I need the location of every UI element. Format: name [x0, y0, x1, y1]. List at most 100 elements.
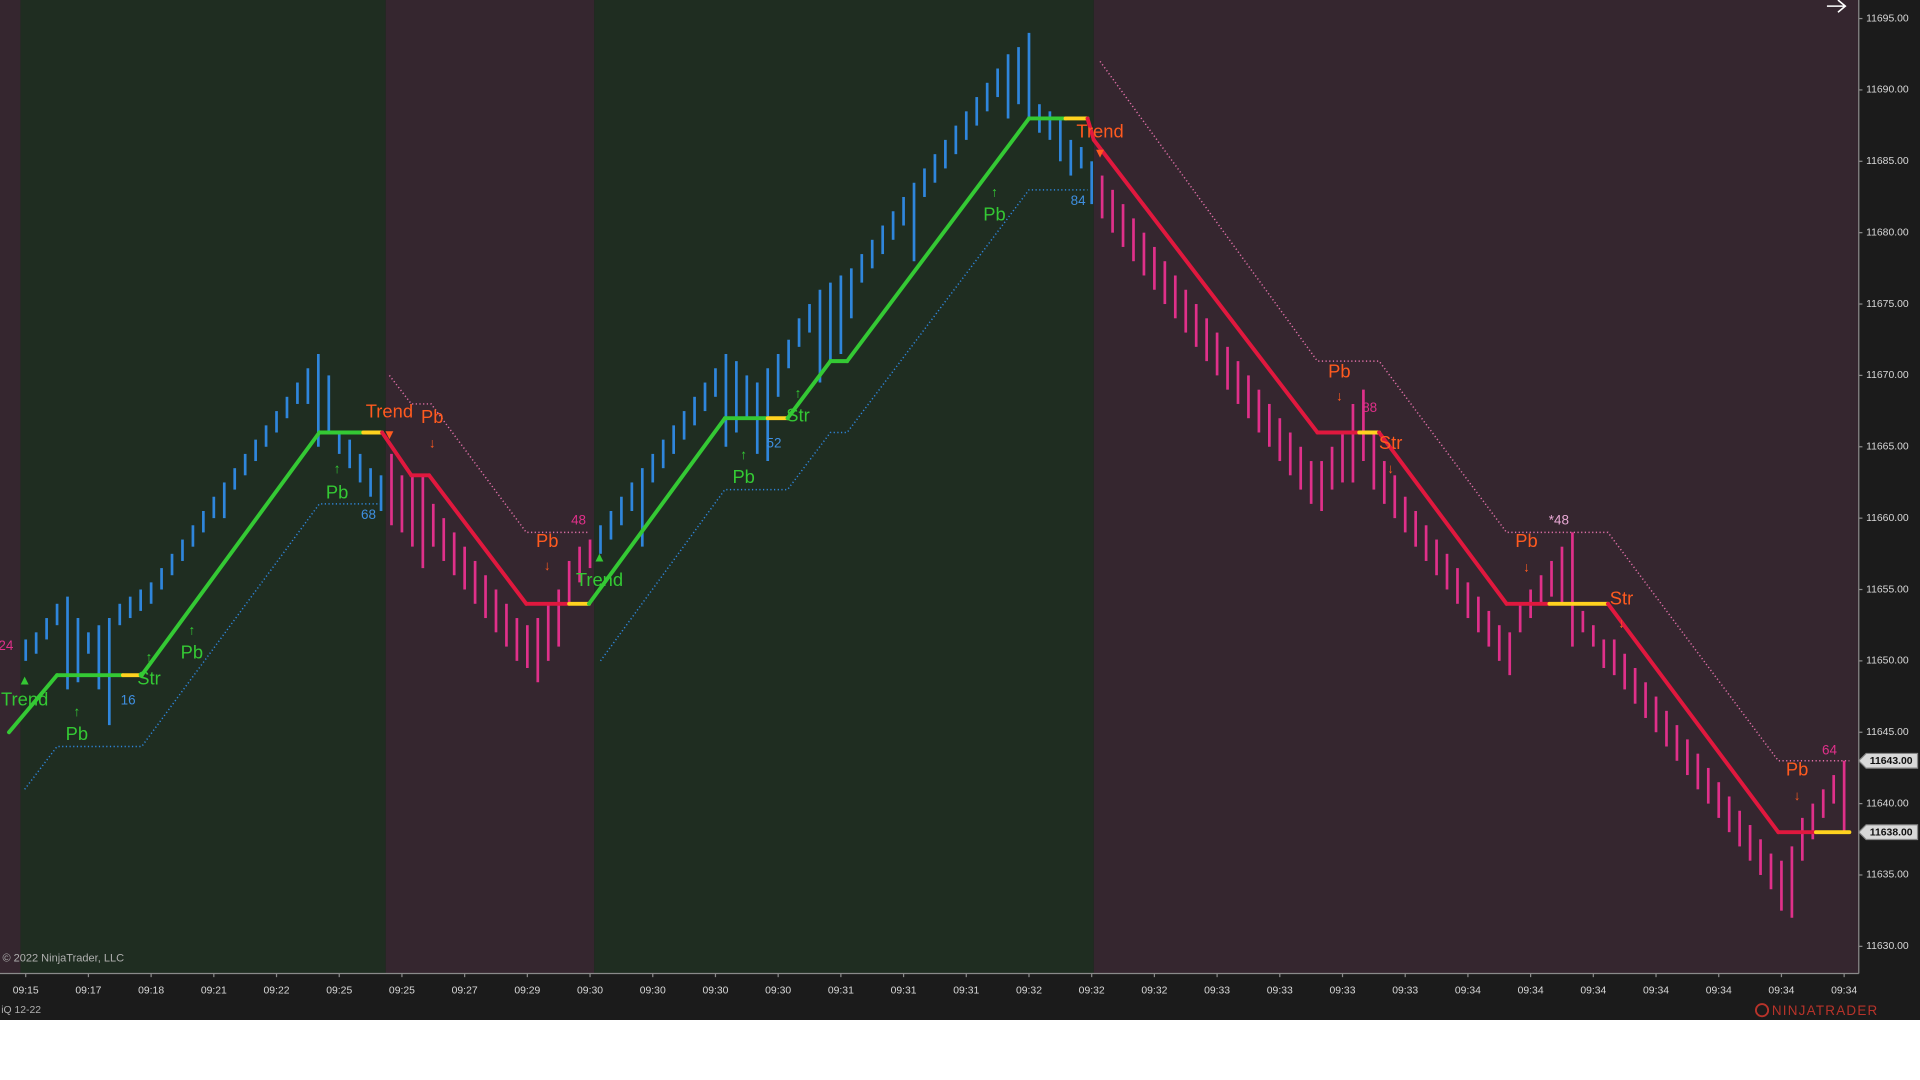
y-tick-label: 11675.00 — [1866, 299, 1909, 310]
trend-region — [594, 0, 1094, 974]
x-tick-label: 09:30 — [577, 985, 603, 996]
copyright: © 2022 NinjaTrader, LLC — [2, 953, 124, 965]
trail-segment — [380, 430, 414, 478]
x-tick-label: 09:34 — [1706, 985, 1732, 996]
x-tick-label: 09:30 — [765, 985, 791, 996]
upper-band — [388, 374, 588, 534]
x-tick-label: 09:30 — [702, 985, 728, 996]
trend-region — [385, 0, 595, 974]
signal-label: ↑ — [740, 447, 747, 462]
trail-segment — [7, 673, 60, 735]
price-marker — [1857, 824, 1919, 841]
signal-label: *48 — [1549, 513, 1569, 528]
x-tick-label: 09:32 — [1079, 985, 1105, 996]
x-tick-label: 09:25 — [389, 985, 415, 996]
signal-label: Pb — [1515, 530, 1537, 551]
signal-label: ↑ — [334, 461, 341, 476]
x-tick-label: 09:31 — [891, 985, 917, 996]
instrument-label: iQ 12-22 — [1, 1005, 41, 1016]
trail-segment — [785, 359, 833, 421]
y-tick-label: 11685.00 — [1866, 156, 1909, 167]
signal-label: ↓ — [1618, 615, 1625, 630]
signal-label: ↑ — [189, 622, 196, 637]
trend-region — [20, 0, 386, 974]
signal-label: Trend — [1, 689, 48, 710]
plot-area: 24▲Trend↑Pb↑Str16↑Pb↑Pb68Trend▼Pb↓Pb↓48▲… — [0, 0, 1859, 974]
x-tick-label: 09:15 — [13, 985, 39, 996]
price-marker-label: 11643.00 — [1870, 756, 1913, 767]
signal-label: Pb — [66, 723, 88, 744]
price-marker — [1857, 752, 1919, 769]
signal-label: ↑ — [146, 650, 153, 665]
x-tick-label: 09:32 — [1141, 985, 1167, 996]
trend-region — [0, 0, 21, 974]
x-tick-label: 09:34 — [1831, 985, 1857, 996]
y-tick-label: 11650.00 — [1866, 656, 1909, 667]
price-marker-label: 11638.00 — [1870, 828, 1913, 839]
signal-label: Pb — [732, 466, 754, 487]
signal-label: ▲ — [593, 550, 606, 565]
signal-label: ↓ — [429, 435, 436, 450]
x-tick-label: 09:31 — [953, 985, 979, 996]
y-tick-label: 11670.00 — [1866, 370, 1909, 381]
signal-label: ↑ — [795, 386, 802, 401]
signal-label: ▼ — [1093, 146, 1106, 161]
x-tick-label: 09:31 — [828, 985, 854, 996]
signal-label: Str — [1379, 432, 1402, 453]
signal-label: 24 — [0, 638, 14, 653]
signal-label: ↑ — [74, 704, 81, 719]
signal-label: Pb — [421, 406, 443, 427]
signal-label: ▼ — [383, 427, 396, 442]
trail-segment — [1377, 430, 1509, 606]
x-tick-label: 09:21 — [201, 985, 227, 996]
y-tick-label: 11630.00 — [1866, 941, 1909, 952]
trail-segment — [587, 416, 727, 606]
trail-segment — [139, 430, 322, 678]
x-tick-label: 09:33 — [1329, 985, 1355, 996]
signal-label: ↓ — [1387, 461, 1394, 476]
trail-segment — [1085, 116, 1096, 142]
y-tick-label: 11640.00 — [1866, 798, 1909, 809]
y-tick-label: 11690.00 — [1866, 85, 1909, 96]
x-tick-label: 09:34 — [1768, 985, 1794, 996]
signal-label: Trend — [1076, 121, 1123, 142]
x-tick-label: 09:18 — [138, 985, 164, 996]
x-tick-label: 09:22 — [264, 985, 290, 996]
signal-label: ↑ — [991, 184, 998, 199]
x-tick-label: 09:17 — [75, 985, 101, 996]
trail-segment — [1605, 601, 1781, 835]
y-tick-label: 11660.00 — [1866, 513, 1909, 524]
lower-band — [599, 189, 1088, 662]
y-tick-label: 11655.00 — [1866, 584, 1909, 595]
x-tick-label: 09:33 — [1392, 985, 1418, 996]
y-tick-label: 11665.00 — [1866, 442, 1909, 453]
signal-label: Str — [1610, 587, 1633, 608]
x-tick-label: 09:27 — [452, 985, 478, 996]
signal-label: ↓ — [1794, 788, 1801, 803]
signal-label: Str — [786, 405, 809, 426]
x-tick-label: 09:30 — [640, 985, 666, 996]
x-tick-label: 09:34 — [1455, 985, 1481, 996]
signal-label: 84 — [1071, 193, 1086, 208]
trail-segment — [845, 116, 1031, 364]
y-tick-label: 11680.00 — [1866, 227, 1909, 238]
signal-label: Str — [137, 667, 160, 688]
brand-icon — [1755, 1003, 1770, 1018]
x-tick-label: 09:34 — [1580, 985, 1606, 996]
signal-label: Pb — [1328, 360, 1350, 381]
signal-label: 68 — [361, 507, 376, 522]
trail-segment — [427, 473, 529, 606]
signal-label: Pb — [983, 203, 1005, 224]
x-tick-label: 09:25 — [326, 985, 352, 996]
x-tick-label: 09:29 — [514, 985, 540, 996]
signal-label: 48 — [571, 513, 586, 528]
signal-label: ↓ — [544, 558, 551, 573]
signal-label: Trend — [366, 400, 413, 421]
x-tick-label: 09:33 — [1204, 985, 1230, 996]
x-tick-label: 09:32 — [1016, 985, 1042, 996]
signal-label: ▲ — [18, 672, 31, 687]
signal-label: Pb — [536, 530, 558, 551]
scroll-arrow-icon[interactable] — [1826, 0, 1847, 13]
signal-label: 88 — [1362, 400, 1377, 415]
